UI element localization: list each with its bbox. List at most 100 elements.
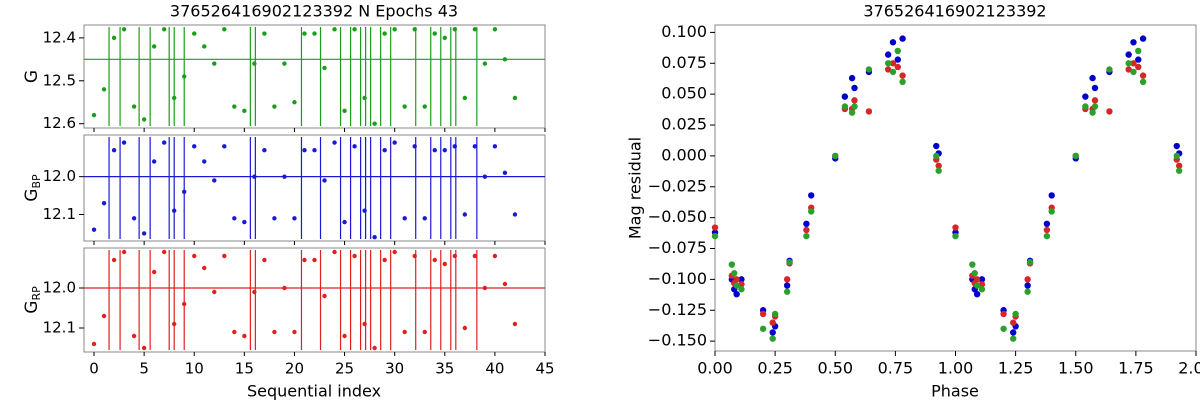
point xyxy=(935,167,942,174)
left-x-label: Sequential index xyxy=(247,382,381,401)
point xyxy=(1048,208,1055,215)
point xyxy=(1130,68,1137,76)
point xyxy=(131,216,137,221)
point xyxy=(832,152,839,160)
point xyxy=(262,147,267,153)
y-axis-label: GRP xyxy=(22,286,43,314)
point xyxy=(1043,226,1051,234)
point xyxy=(1089,109,1096,116)
point xyxy=(462,95,468,101)
point xyxy=(899,78,906,86)
point xyxy=(502,57,508,62)
point xyxy=(312,257,317,263)
y-tick-label: 0.050 xyxy=(661,84,707,103)
x-tick-label: 1.50 xyxy=(1058,359,1094,378)
point xyxy=(933,142,940,150)
point xyxy=(851,97,858,104)
point xyxy=(322,293,327,299)
point xyxy=(889,60,897,67)
point xyxy=(252,174,257,179)
point xyxy=(432,31,437,36)
point xyxy=(322,178,327,183)
point xyxy=(232,329,237,335)
point xyxy=(352,144,357,149)
y-tick-label: 12.0 xyxy=(43,167,76,185)
right-x-label: Phase xyxy=(931,382,979,401)
point xyxy=(1106,108,1113,115)
point xyxy=(302,31,307,36)
point xyxy=(1043,220,1051,228)
point xyxy=(894,56,901,63)
point xyxy=(212,61,217,66)
y-tick-label: −0.150 xyxy=(648,331,707,350)
point xyxy=(1082,93,1089,100)
y-tick-label: −0.050 xyxy=(648,207,707,226)
point xyxy=(1106,66,1113,73)
point xyxy=(141,117,147,122)
point xyxy=(1125,66,1132,73)
point xyxy=(242,333,247,339)
y-axis-label: G xyxy=(22,70,42,83)
point xyxy=(899,35,906,42)
point xyxy=(372,345,377,351)
point xyxy=(731,270,738,277)
point xyxy=(808,208,815,215)
point xyxy=(1173,152,1180,160)
point xyxy=(841,93,849,100)
x-tick-label: 30 xyxy=(385,360,404,378)
point xyxy=(362,321,367,327)
point xyxy=(973,276,981,283)
point xyxy=(202,265,207,271)
x-tick-label: 35 xyxy=(435,360,454,378)
point xyxy=(971,270,978,277)
point xyxy=(171,321,177,327)
point xyxy=(171,208,177,213)
point xyxy=(111,147,117,153)
y-tick-label: 12.1 xyxy=(43,319,76,337)
point xyxy=(472,253,478,259)
point xyxy=(262,31,267,36)
point xyxy=(783,276,791,283)
point xyxy=(101,200,107,206)
point xyxy=(372,121,377,126)
point xyxy=(1125,60,1132,67)
point xyxy=(1082,103,1089,110)
point xyxy=(292,216,297,221)
point xyxy=(848,109,856,116)
point xyxy=(1130,60,1137,67)
point xyxy=(422,216,427,221)
point xyxy=(182,74,187,79)
x-tick-label: 15 xyxy=(235,360,254,378)
point xyxy=(1130,39,1137,46)
y-axis-label-sub: RP xyxy=(30,286,43,301)
point xyxy=(432,257,437,263)
point xyxy=(282,61,287,66)
point xyxy=(161,249,167,255)
point xyxy=(1091,103,1099,110)
point xyxy=(884,51,892,58)
point xyxy=(242,108,247,114)
point xyxy=(1175,167,1183,174)
point xyxy=(1091,97,1099,104)
point xyxy=(738,276,745,283)
point xyxy=(978,276,986,283)
point xyxy=(728,261,736,268)
x-tick-label: 0.75 xyxy=(878,359,914,378)
point xyxy=(452,253,458,259)
point xyxy=(1024,276,1031,283)
point xyxy=(512,95,518,101)
point xyxy=(131,104,137,109)
point xyxy=(151,159,157,164)
point xyxy=(1024,288,1031,295)
right-title: 376526416902123392 xyxy=(863,2,1046,21)
point xyxy=(372,235,377,240)
y-axis-label-main: G xyxy=(22,301,42,314)
point xyxy=(969,261,976,268)
point xyxy=(1043,232,1051,240)
y-tick-label: 12.4 xyxy=(43,28,76,46)
point xyxy=(222,27,227,32)
point xyxy=(1000,310,1007,318)
point xyxy=(232,104,237,109)
point xyxy=(884,66,892,73)
